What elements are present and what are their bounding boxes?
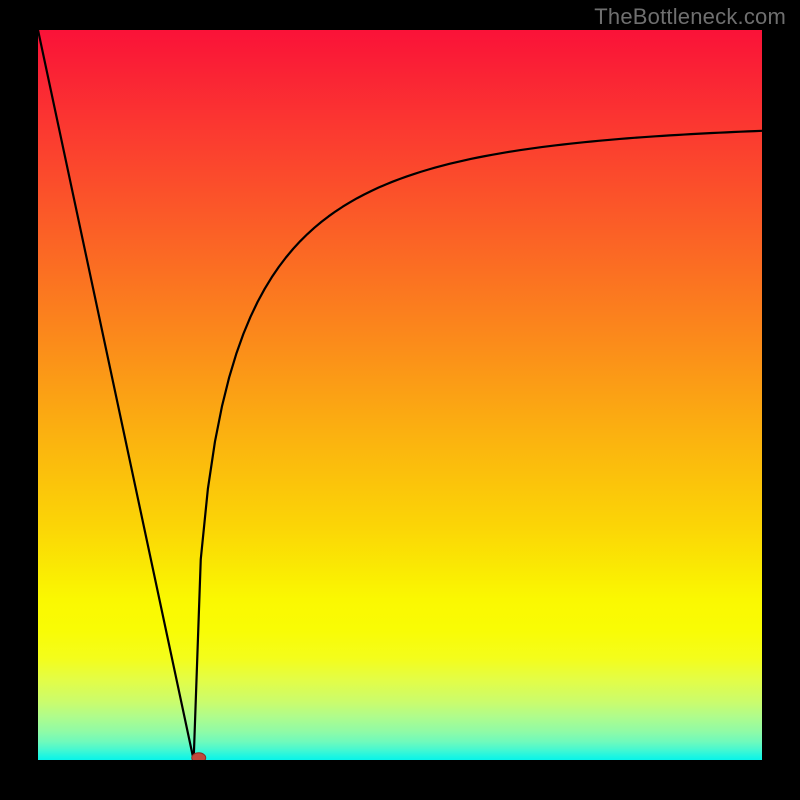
plot-gradient-area xyxy=(38,30,762,760)
watermark-text: TheBottleneck.com xyxy=(594,4,786,30)
chart-container: TheBottleneck.com xyxy=(0,0,800,800)
